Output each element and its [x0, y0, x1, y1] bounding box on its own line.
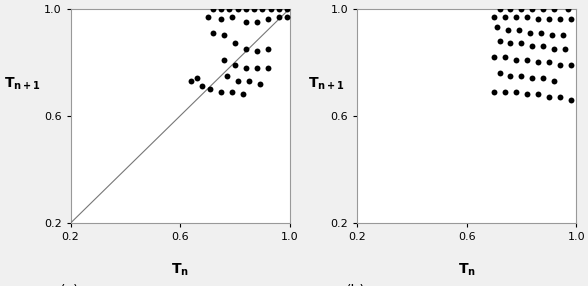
Point [241, 65, 250, 70]
Point [186, 79, 196, 83]
Point [252, 65, 262, 70]
Point [282, 14, 292, 19]
Point [252, 20, 262, 24]
Point [517, 73, 526, 78]
Point [489, 55, 499, 59]
Point [539, 76, 548, 81]
Point [500, 14, 510, 19]
Point [566, 17, 576, 21]
Point [495, 6, 505, 11]
Point [230, 63, 240, 67]
Point [252, 49, 262, 54]
Point [517, 6, 526, 11]
Point [533, 17, 543, 21]
Point [274, 6, 283, 11]
Point [216, 6, 226, 11]
Point [558, 33, 567, 38]
Point [522, 92, 532, 97]
Point [533, 60, 543, 64]
Text: $\mathbf{T_{n+1}}$: $\mathbf{T_{n+1}}$ [308, 76, 345, 92]
Point [500, 55, 510, 59]
Text: $\mathbf{T_n}$: $\mathbf{T_n}$ [171, 262, 189, 278]
Text: (b): (b) [346, 283, 366, 286]
Point [539, 44, 548, 48]
Point [527, 6, 537, 11]
Point [544, 60, 553, 64]
Point [555, 95, 564, 99]
Point [533, 92, 543, 97]
Point [241, 47, 250, 51]
Point [263, 65, 272, 70]
Point [506, 41, 515, 46]
Point [550, 6, 559, 11]
Point [503, 28, 513, 32]
Point [222, 73, 232, 78]
Point [228, 14, 237, 19]
Point [527, 76, 537, 81]
Point [560, 47, 570, 51]
Point [544, 95, 553, 99]
Point [522, 57, 532, 62]
Point [547, 33, 556, 38]
Point [514, 28, 523, 32]
Text: (a): (a) [59, 283, 79, 286]
Point [258, 6, 267, 11]
Point [495, 71, 505, 75]
Point [266, 6, 275, 11]
Point [506, 73, 515, 78]
Point [544, 17, 553, 21]
Point [241, 20, 250, 24]
Point [274, 14, 283, 19]
Point [219, 33, 229, 38]
Point [219, 57, 229, 62]
Point [263, 47, 272, 51]
Point [230, 41, 240, 46]
Point [238, 92, 248, 97]
Point [233, 6, 242, 11]
Text: $\mathbf{T_n}$: $\mathbf{T_n}$ [457, 262, 476, 278]
Point [225, 6, 234, 11]
Point [550, 47, 559, 51]
Point [244, 79, 253, 83]
Point [216, 17, 226, 21]
Point [228, 90, 237, 94]
Point [263, 17, 272, 21]
Point [489, 90, 499, 94]
Point [522, 14, 532, 19]
Point [492, 25, 502, 30]
Point [539, 6, 548, 11]
Point [512, 14, 521, 19]
Text: $\mathbf{T_{n+1}}$: $\mathbf{T_{n+1}}$ [4, 76, 41, 92]
Point [216, 90, 226, 94]
Point [233, 79, 242, 83]
Point [550, 79, 559, 83]
Point [512, 57, 521, 62]
Point [249, 6, 259, 11]
Point [198, 84, 207, 89]
Point [512, 90, 521, 94]
Point [208, 6, 218, 11]
Point [489, 14, 499, 19]
Point [555, 17, 564, 21]
Point [536, 30, 545, 35]
Point [525, 30, 534, 35]
Point [206, 87, 215, 91]
Point [566, 63, 576, 67]
Point [282, 6, 292, 11]
Point [192, 76, 201, 81]
Point [241, 6, 250, 11]
Point [566, 98, 576, 102]
Point [527, 44, 537, 48]
Point [495, 38, 505, 43]
Point [500, 90, 510, 94]
Point [555, 63, 564, 67]
Point [203, 14, 212, 19]
Point [208, 30, 218, 35]
Point [506, 6, 515, 11]
Point [563, 6, 573, 11]
Point [255, 81, 264, 86]
Point [517, 41, 526, 46]
